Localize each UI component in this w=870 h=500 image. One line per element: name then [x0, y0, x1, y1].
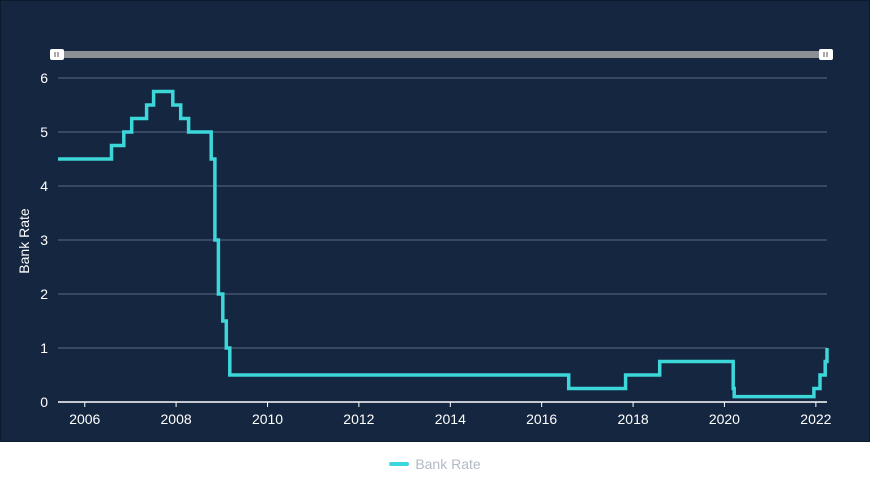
range-navigator[interactable] [50, 49, 833, 60]
x-tick-label: 2014 [435, 411, 466, 427]
x-tick-label: 2020 [709, 411, 740, 427]
y-tick-label: 5 [40, 124, 48, 140]
x-tick-label: 2010 [252, 411, 283, 427]
x-tick-label: 2008 [161, 411, 192, 427]
series-line-bank-rate[interactable] [58, 89, 829, 399]
y-tick-label: 2 [40, 286, 48, 302]
chart-svg: 0 1 2 3 4 5 6 2006 2008 2010 2012 2014 2016 2018 2020… [16, 49, 833, 427]
y-tick-label: 1 [40, 340, 48, 356]
y-axis-title: Bank Rate [16, 208, 32, 274]
legend-swatch [389, 462, 410, 466]
navigator-track[interactable] [53, 51, 829, 58]
x-tick-label: 2018 [618, 411, 649, 427]
chart-panel: 0 1 2 3 4 5 6 2006 2008 2010 2012 2014 2016 2018 2020… [0, 0, 870, 442]
grid-layer [58, 77, 827, 349]
navigator-left-handle[interactable] [50, 49, 64, 60]
navigator-right-handle[interactable] [819, 49, 833, 60]
x-tick-label: 2006 [69, 411, 100, 427]
legend: Bank Rate [0, 452, 870, 476]
y-tick-label: 4 [40, 178, 48, 194]
x-tick-label: 2022 [800, 411, 831, 427]
legend-item-bank-rate[interactable]: Bank Rate [389, 456, 481, 472]
legend-label: Bank Rate [415, 456, 481, 472]
x-tick-label: 2012 [343, 411, 374, 427]
x-tick-labels: 2006 2008 2010 2012 2014 2016 2018 2020 2022 [69, 402, 832, 427]
y-tick-label: 6 [40, 70, 48, 86]
y-tick-label: 0 [40, 394, 48, 410]
y-tick-labels: 0 1 2 3 4 5 6 [40, 70, 48, 410]
x-tick-label: 2016 [526, 411, 557, 427]
y-tick-label: 3 [40, 232, 48, 248]
